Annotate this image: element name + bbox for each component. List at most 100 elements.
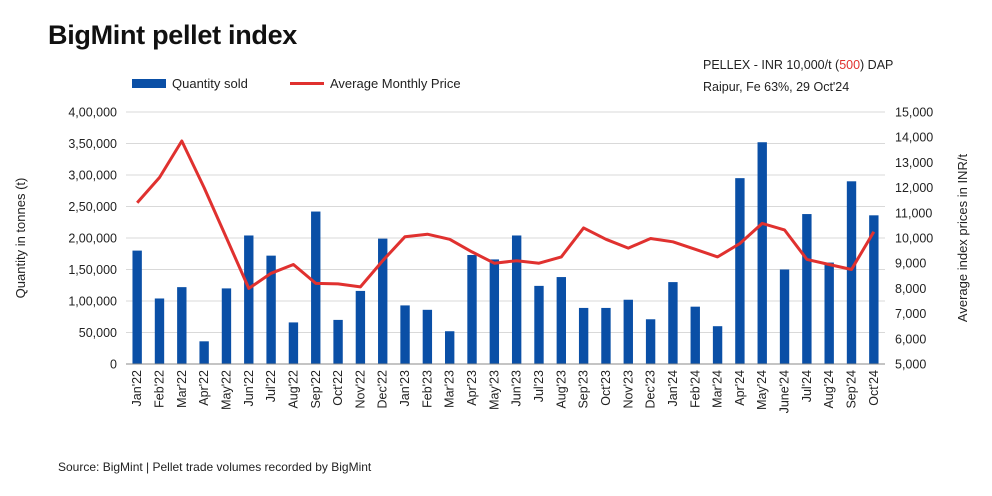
y-right-tick-label: 14,000 xyxy=(895,131,933,145)
bar-quantity xyxy=(578,307,589,364)
bar-quantity xyxy=(177,287,187,364)
bar-quantity xyxy=(333,319,343,364)
x-tick-label: June'24 xyxy=(778,370,792,413)
bar-quantity xyxy=(712,326,723,364)
bar-quantity xyxy=(311,211,321,364)
x-tick-label: Jul'22 xyxy=(264,370,278,402)
x-tick-label: Jan'22 xyxy=(130,370,144,406)
bar-quantity xyxy=(779,269,790,364)
bar-quantity xyxy=(824,262,834,364)
x-tick-label: Apr'23 xyxy=(465,370,479,406)
y-left-tick-label: 50,000 xyxy=(79,326,117,340)
y-left-tick-label: 3,50,000 xyxy=(68,137,117,151)
y-right-tick-label: 10,000 xyxy=(895,232,933,246)
x-tick-label: Sep'23 xyxy=(577,370,591,409)
x-tick-label: Oct'24 xyxy=(867,370,881,406)
bar-quantity xyxy=(511,235,522,364)
bar-quantity xyxy=(132,250,142,364)
bar-quantity xyxy=(355,290,366,364)
x-tick-label: Apr'24 xyxy=(733,370,747,406)
bar-quantity xyxy=(154,298,165,364)
gridlines xyxy=(126,111,885,365)
source-note: Source: BigMint | Pellet trade volumes r… xyxy=(58,460,372,474)
x-tick-label: Mar'22 xyxy=(175,370,189,408)
x-tick-label: Jan'24 xyxy=(666,370,680,406)
x-tick-label: Jul'23 xyxy=(532,370,546,402)
x-tick-label: Nov'23 xyxy=(621,370,635,409)
y-right-tick-label: 12,000 xyxy=(895,181,933,195)
bar-quantity xyxy=(445,331,455,364)
y-right-tick-label: 6,000 xyxy=(895,332,926,346)
bar-quantity xyxy=(690,306,700,364)
pellex-location-note: Raipur, Fe 63%, 29 Oct'24 xyxy=(703,80,850,94)
bar-quantity xyxy=(489,259,500,364)
pellex-note: PELLEX - INR 10,000/t (500) DAP xyxy=(703,58,893,72)
bar-quantity xyxy=(668,282,678,364)
legend-bar-swatch xyxy=(132,78,166,88)
y-right-tick-label: 5,000 xyxy=(895,358,926,372)
y-right-tick-label: 13,000 xyxy=(895,156,933,170)
legend-label-quantity: Quantity sold xyxy=(172,75,248,91)
pellex-note-text: PELLEX - INR 10,000/t ( xyxy=(703,58,840,72)
x-tick-label: May'23 xyxy=(487,370,501,410)
y-right-tick-label: 11,000 xyxy=(895,206,932,220)
chart-title: BigMint pellet index xyxy=(48,20,298,50)
bar-quantity xyxy=(645,319,656,364)
bar-quantity xyxy=(534,285,544,364)
x-tick-label: Dec'23 xyxy=(644,370,658,409)
x-tick-label: Apr'22 xyxy=(197,370,211,406)
x-tick-label: May'24 xyxy=(755,370,769,410)
bar-quantity xyxy=(199,341,209,364)
bar-quantity xyxy=(266,255,276,364)
bar-quantity xyxy=(244,235,254,364)
x-tick-label: Nov'22 xyxy=(353,370,367,409)
bar-quantity xyxy=(467,255,477,364)
x-tick-label: Jul'24 xyxy=(800,370,814,402)
legend-label-price: Average Monthly Price xyxy=(330,75,461,91)
y-left-tick-label: 1,00,000 xyxy=(68,295,117,309)
y-left-tick-label: 2,00,000 xyxy=(68,232,117,246)
bar-quantity xyxy=(556,277,566,364)
y-axis-right-title: Average index prices in INR/t xyxy=(955,154,970,323)
y-left-tick-label: 0 xyxy=(110,358,117,372)
bar-quantity xyxy=(623,299,633,364)
y-left-tick-label: 4,00,000 xyxy=(68,106,117,120)
bar-quantity xyxy=(869,215,879,364)
x-tick-label: Mar'24 xyxy=(711,370,725,408)
line-average-price xyxy=(136,139,876,290)
x-tick-label: Aug'22 xyxy=(286,370,300,409)
pellex-change-value: 500 xyxy=(839,58,861,72)
bar-quantity xyxy=(846,181,857,364)
x-tick-label: May'22 xyxy=(219,370,233,410)
x-tick-label: Feb'22 xyxy=(152,370,166,408)
bar-quantity xyxy=(757,142,767,364)
bar-quantity xyxy=(221,288,232,364)
bar-series-quantity xyxy=(132,142,879,364)
bar-quantity xyxy=(400,305,410,364)
legend-item-price: Average Monthly Price xyxy=(290,74,461,92)
legend-line-swatch xyxy=(290,81,324,85)
x-tick-label: Feb'23 xyxy=(420,370,434,408)
y-left-tick-label: 3,00,000 xyxy=(68,169,117,183)
x-tick-label: Dec'22 xyxy=(376,370,390,409)
x-tick-label: Mar'23 xyxy=(443,370,457,408)
x-tick-label: Sep'24 xyxy=(845,370,859,409)
x-tick-label: Aug'23 xyxy=(554,370,568,409)
y-right-tick-label: 7,000 xyxy=(895,307,926,321)
y-right-tick-label: 15,000 xyxy=(895,106,933,120)
x-tick-label: Oct'23 xyxy=(599,370,613,406)
bar-quantity xyxy=(802,214,812,364)
bar-quantity xyxy=(288,322,299,364)
legend-item-quantity: Quantity sold xyxy=(132,74,248,92)
axes: 0 50,000 1,00,000 1,50,000 2,00,000 2,50,000 3… xyxy=(68,106,933,414)
x-tick-label: Jun'22 xyxy=(242,370,256,406)
bar-quantity xyxy=(422,309,433,364)
y-right-tick-label: 8,000 xyxy=(895,282,926,296)
bar-quantity xyxy=(735,178,745,364)
y-left-tick-label: 1,50,000 xyxy=(68,263,117,277)
x-tick-label: Feb'24 xyxy=(688,370,702,408)
line-series-price xyxy=(136,139,876,290)
bar-quantity xyxy=(378,238,388,364)
y-right-tick-label: 9,000 xyxy=(895,257,926,271)
